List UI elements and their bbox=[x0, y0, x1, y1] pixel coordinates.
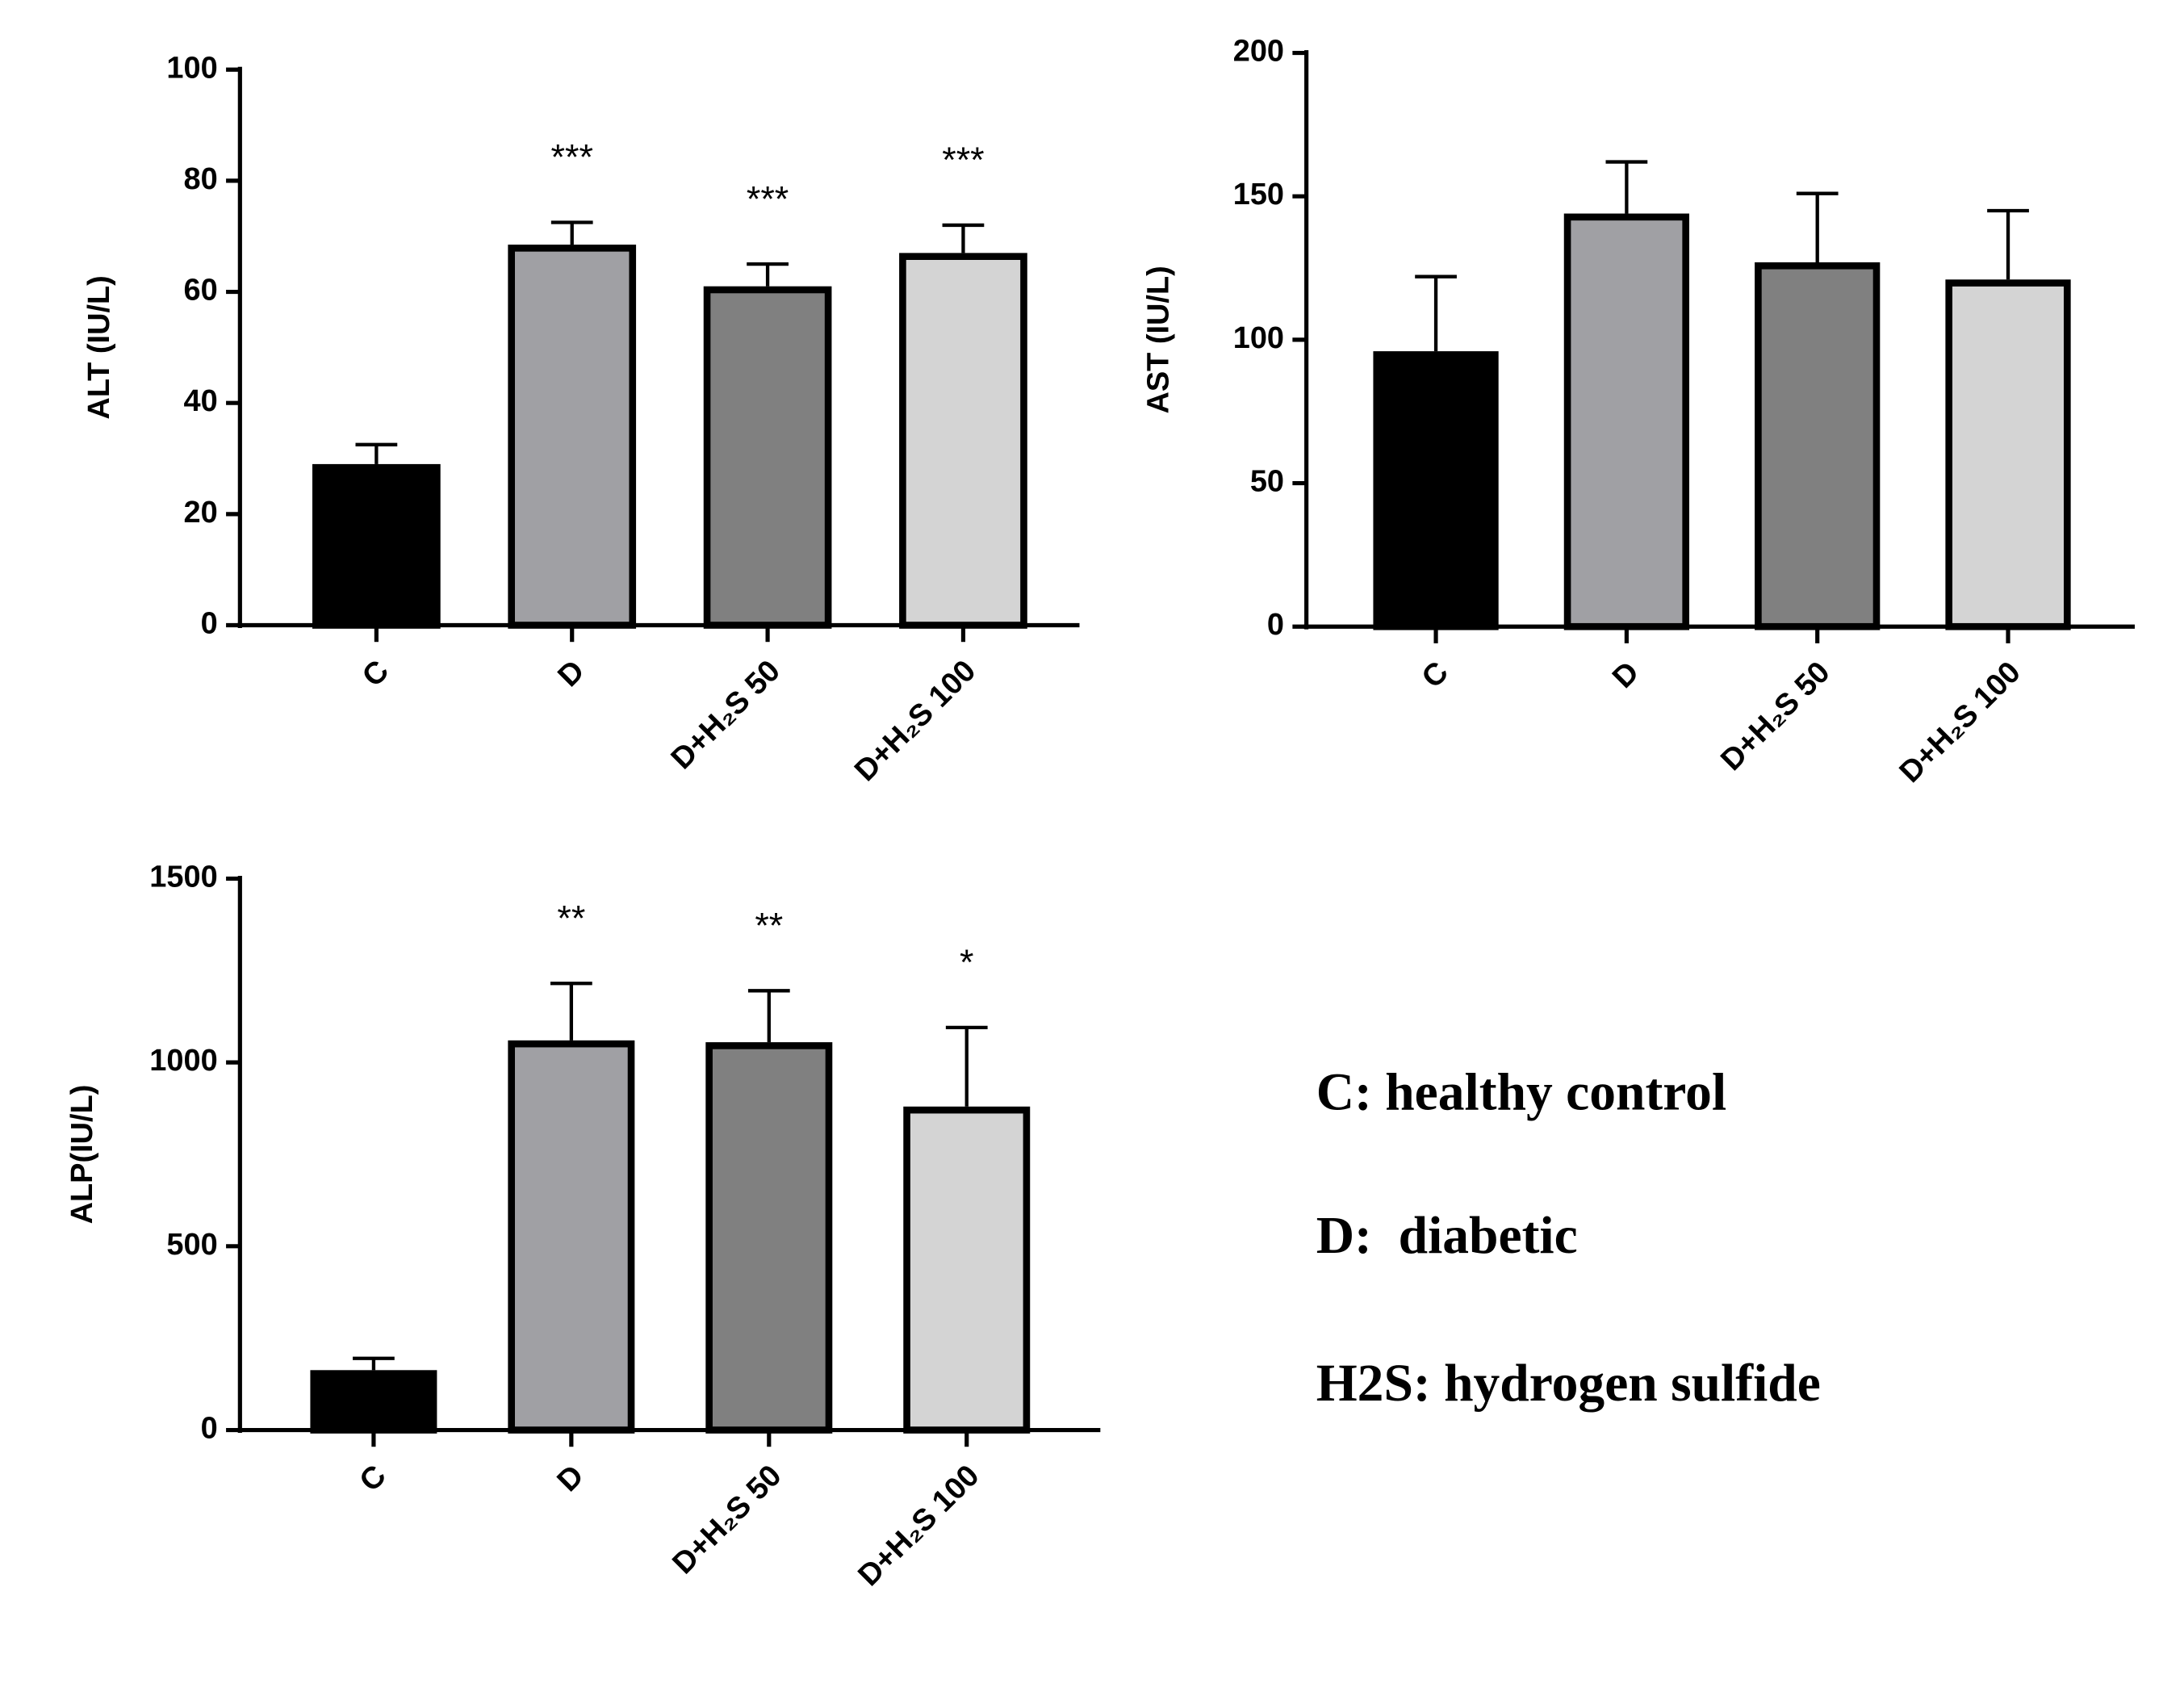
significance: ** bbox=[755, 905, 783, 946]
y-tick-label: 50 bbox=[1250, 465, 1284, 499]
y-tick-label: 100 bbox=[1233, 321, 1284, 355]
bar bbox=[1755, 262, 1881, 630]
y-tick-label: 150 bbox=[1233, 178, 1284, 211]
key-line: D: diabetic bbox=[1316, 1207, 1578, 1265]
y-tick-label: 100 bbox=[166, 51, 217, 85]
bar bbox=[508, 1040, 635, 1434]
y-tick-label: 60 bbox=[184, 274, 218, 308]
significance: *** bbox=[942, 139, 984, 180]
y-tick-label: 0 bbox=[201, 1412, 218, 1446]
bar bbox=[899, 253, 1027, 629]
y-axis-label: AST (IU/L) bbox=[1142, 266, 1176, 413]
y-tick-label: 200 bbox=[1233, 35, 1284, 69]
bar bbox=[310, 1370, 437, 1434]
y-tick-label: 80 bbox=[184, 162, 218, 196]
significance: *** bbox=[551, 136, 593, 178]
bar bbox=[703, 286, 832, 629]
y-axis-label: ALP(IU/L) bbox=[65, 1085, 99, 1225]
bar bbox=[1373, 351, 1499, 630]
key-line: C: healthy control bbox=[1316, 1063, 1726, 1121]
bar bbox=[1945, 279, 2071, 630]
bar bbox=[312, 463, 441, 629]
bar bbox=[1563, 213, 1690, 630]
y-axis-label: ALT (IU/L) bbox=[82, 275, 116, 419]
y-tick-label: 0 bbox=[1267, 608, 1284, 642]
key-line: H2S: hydrogen sulfide bbox=[1316, 1355, 1821, 1413]
y-tick-label: 40 bbox=[184, 384, 218, 418]
y-tick-label: 0 bbox=[201, 607, 218, 641]
significance: *** bbox=[747, 178, 789, 219]
bar bbox=[903, 1106, 1031, 1434]
y-tick-label: 1500 bbox=[149, 860, 217, 894]
y-tick-label: 500 bbox=[166, 1228, 217, 1262]
significance: ** bbox=[557, 897, 585, 938]
y-tick-label: 20 bbox=[184, 496, 218, 530]
significance: * bbox=[960, 941, 973, 982]
bar bbox=[705, 1042, 833, 1434]
y-tick-label: 1000 bbox=[149, 1044, 217, 1078]
bar bbox=[508, 245, 637, 629]
